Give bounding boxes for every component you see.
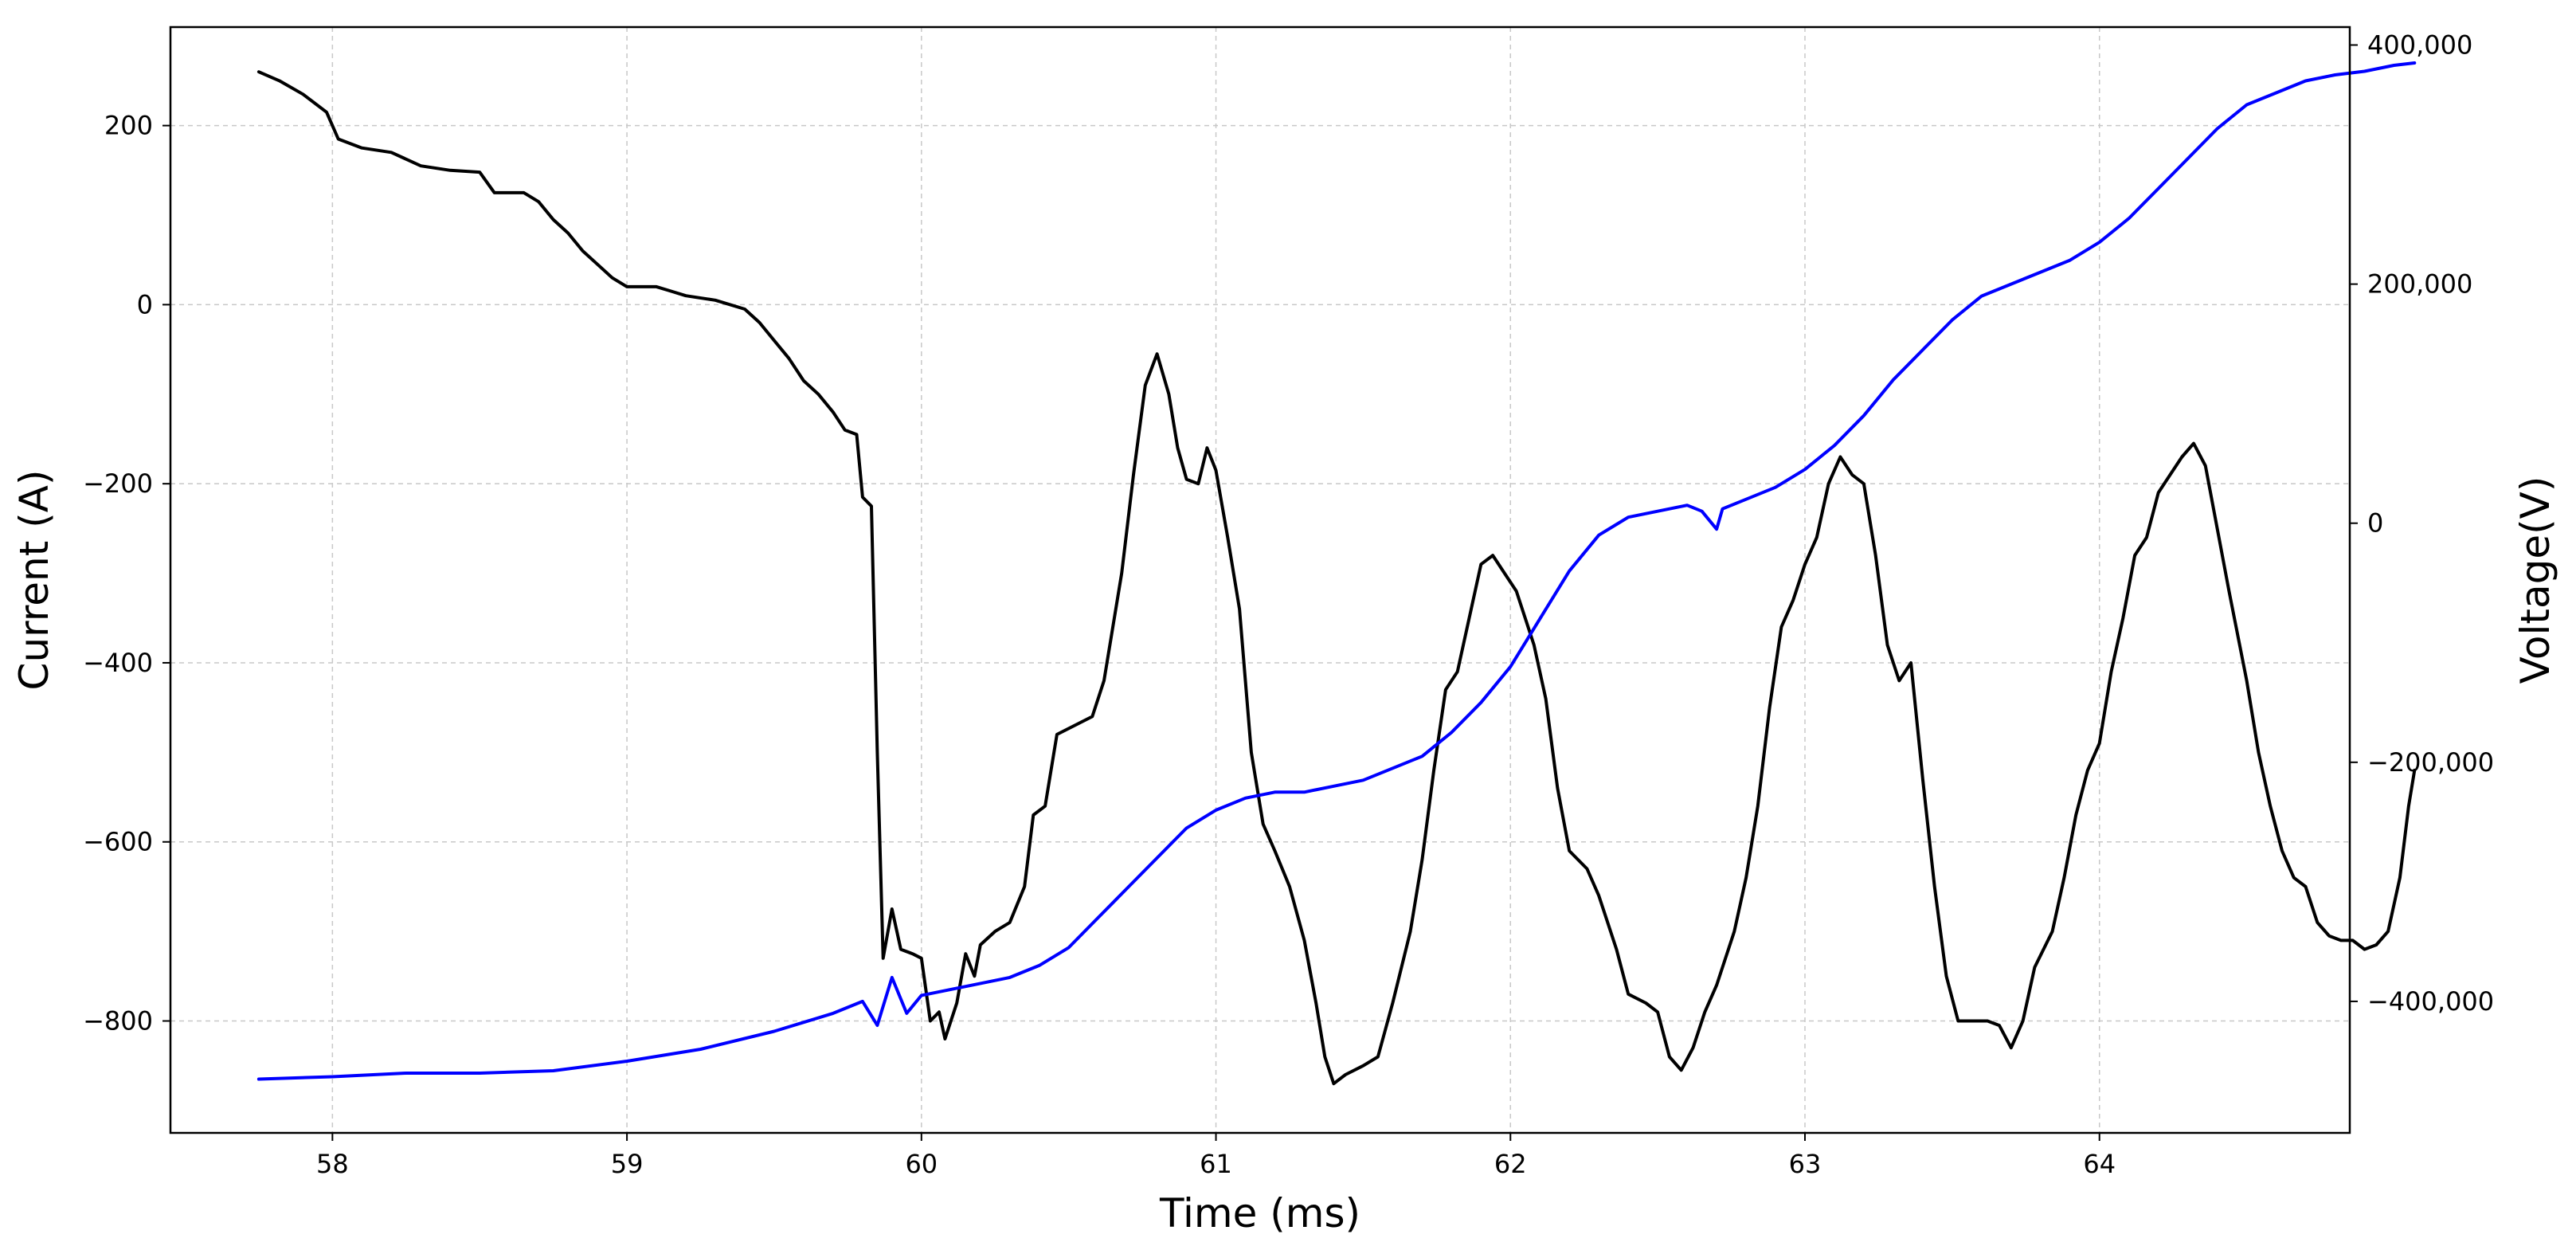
y2-tick-label: −200,000	[2367, 747, 2494, 778]
x-tick-label: 61	[1200, 1149, 1232, 1179]
x-axis-title: Time (ms)	[1159, 1190, 1360, 1236]
x-tick-label: 59	[611, 1149, 644, 1179]
x-tick-label: 60	[905, 1149, 938, 1179]
x-tick-label: 64	[2083, 1149, 2116, 1179]
x-tick-label: 62	[1494, 1149, 1527, 1179]
y2-tick-label: 400,000	[2367, 30, 2472, 61]
left-y-axis: 200 0 −200 −400 −600 −800	[83, 111, 170, 1036]
y2-tick-label: −400,000	[2367, 986, 2494, 1017]
x-axis: 58 59 60 61 62 63 64	[316, 1133, 2116, 1179]
voltage-series-line	[256, 61, 2417, 1081]
right-y-axis: 400,000 200,000 0 −200,000 −400,000	[2350, 30, 2494, 1017]
plot-frame	[169, 25, 2351, 1134]
y2-tick-label: 0	[2367, 508, 2383, 539]
series-layer	[256, 61, 2417, 1086]
y-tick-label: −200	[83, 468, 153, 499]
y-tick-label: −800	[83, 1006, 153, 1036]
y2-tick-label: 200,000	[2367, 269, 2472, 300]
right-y-axis-title: Voltage(V)	[2512, 476, 2558, 684]
y-tick-label: 200	[104, 111, 153, 141]
left-y-axis-title: Current (A)	[11, 470, 57, 691]
y-tick-label: −600	[83, 827, 153, 857]
y-tick-label: −400	[83, 648, 153, 678]
x-tick-label: 58	[316, 1149, 349, 1179]
current-series-line	[256, 70, 2417, 1086]
x-tick-label: 63	[1789, 1149, 1822, 1179]
y-tick-label: 0	[137, 289, 153, 319]
